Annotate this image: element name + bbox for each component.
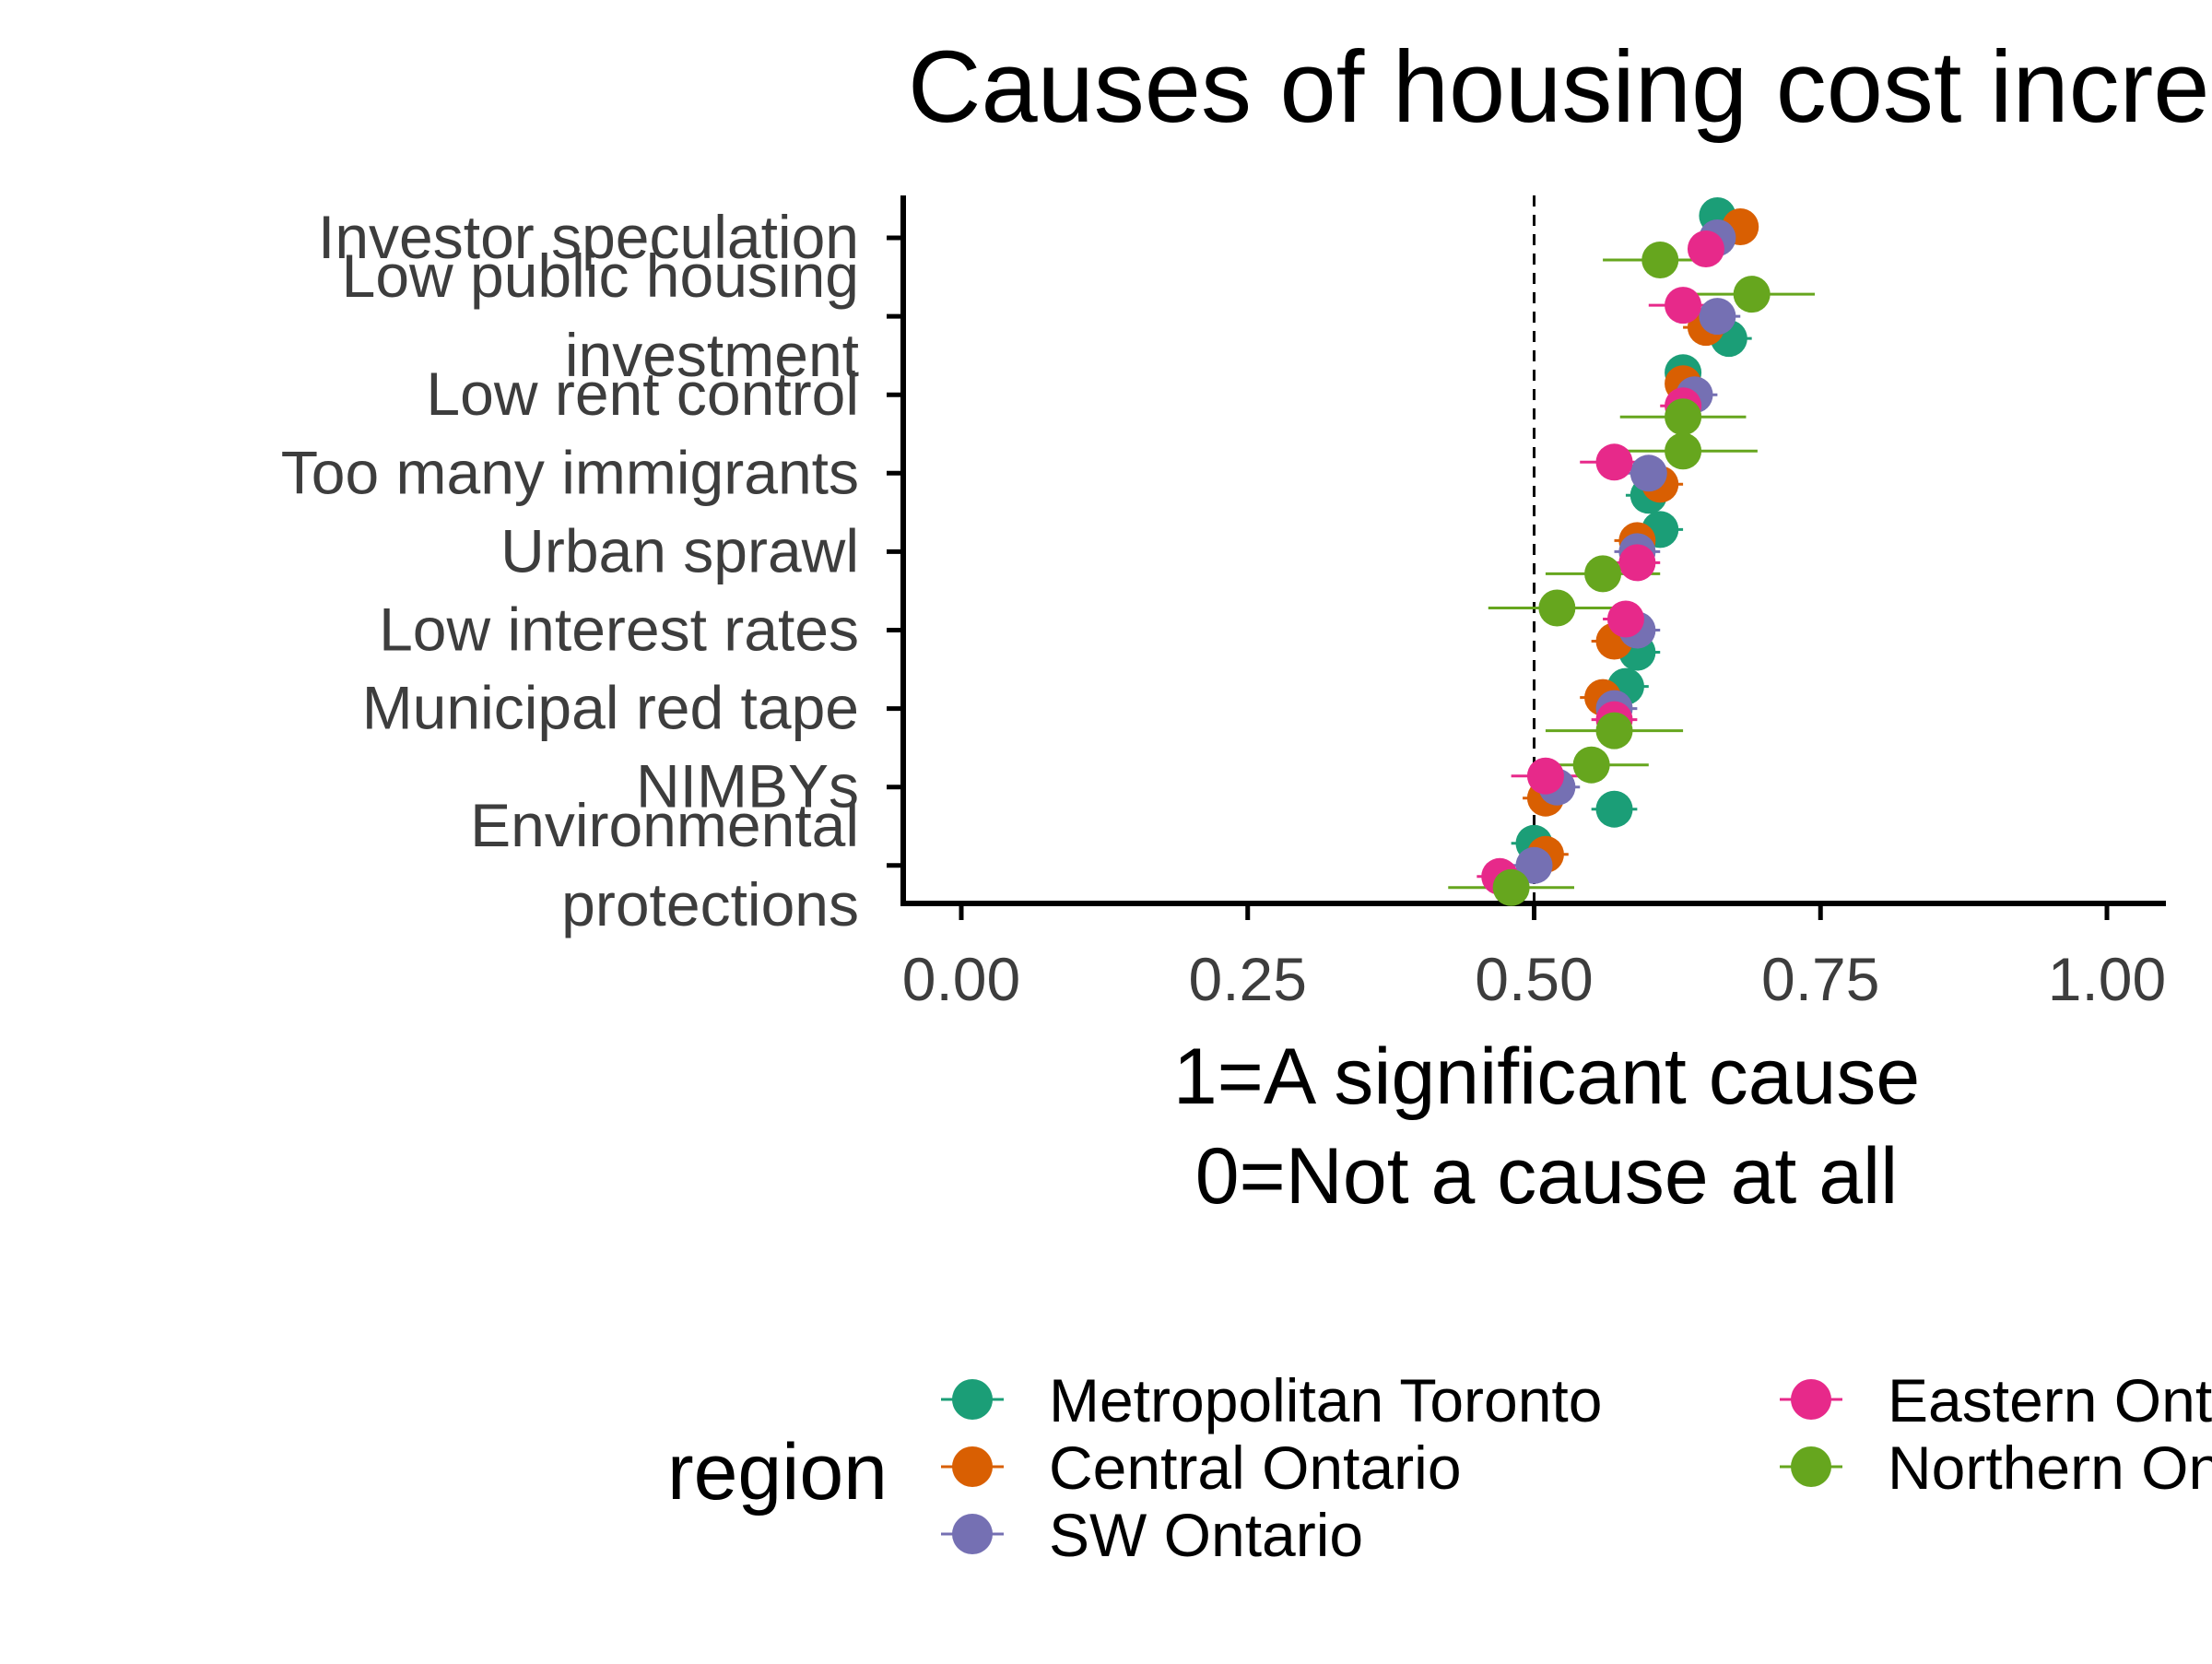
x-tick-label: 0.00 <box>902 945 1020 1013</box>
legend-item: Metropolitan Toronto <box>941 1366 1602 1434</box>
y-tick-label: Too many immigrants <box>281 438 859 506</box>
y-tick-label: Environmental <box>470 791 859 859</box>
data-point <box>1641 242 1679 278</box>
legend-title: region <box>667 1428 888 1516</box>
y-tick-label: Municipal red tape <box>362 674 859 742</box>
data-point <box>1595 443 1633 481</box>
legend-label: SW Ontario <box>1049 1501 1363 1569</box>
y-tick-label: Low interest rates <box>379 596 859 664</box>
data-point <box>1515 846 1553 884</box>
data-point <box>1526 757 1564 795</box>
y-tick-label: Low public housing <box>342 242 859 310</box>
data-point <box>1538 589 1576 627</box>
legend-label: Northern Ontario <box>1888 1434 2212 1502</box>
legend-item: Eastern Ontario <box>1780 1366 2212 1434</box>
data-point <box>1584 555 1622 593</box>
x-tick-label: 0.50 <box>1475 945 1593 1013</box>
y-tick-label: Investor speculation <box>318 203 859 271</box>
legend-label: Central Ontario <box>1049 1434 1462 1502</box>
data-point <box>1699 298 1736 336</box>
y-tick-label: NIMBYs <box>636 752 859 820</box>
legend-key-marker <box>1791 1446 1831 1487</box>
data-point <box>1733 276 1771 313</box>
y-tick-label: Urban sprawl <box>500 516 859 584</box>
x-axis-label: 1=A significant cause <box>1173 1033 1920 1121</box>
data-point <box>1630 454 1667 492</box>
x-tick-label: 0.75 <box>1761 945 1879 1013</box>
legend-label: Eastern Ontario <box>1888 1366 2212 1434</box>
y-tick-label: investment <box>565 321 859 389</box>
x-axis-label: 0=Not a cause at all <box>1195 1132 1899 1221</box>
chart-title: Causes of housing cost increases <box>908 30 2212 144</box>
data-point <box>1618 544 1656 582</box>
legend-label: Metropolitan Toronto <box>1049 1366 1602 1434</box>
x-tick-label: 1.00 <box>2048 945 2166 1013</box>
legend-item: SW Ontario <box>941 1501 1363 1569</box>
data-point <box>1665 287 1702 325</box>
legend-key-marker <box>952 1514 993 1554</box>
data-point <box>1595 790 1633 828</box>
legend-item: Northern Ontario <box>1780 1434 2212 1502</box>
legend-key-marker <box>952 1379 993 1420</box>
data-point <box>1665 398 1702 436</box>
data-point <box>1687 230 1724 267</box>
y-tick-label: Low rent control <box>426 360 859 428</box>
legend-item: Central Ontario <box>941 1434 1462 1502</box>
data-point <box>1572 746 1610 784</box>
legend-key-marker <box>1791 1379 1831 1420</box>
data-point <box>1665 432 1702 470</box>
legend-key-marker <box>952 1446 993 1487</box>
x-tick-label: 0.25 <box>1189 945 1307 1013</box>
data-point <box>1595 712 1633 749</box>
data-point <box>1492 868 1530 906</box>
data-point <box>1606 600 1644 638</box>
y-tick-label: protections <box>561 870 859 938</box>
